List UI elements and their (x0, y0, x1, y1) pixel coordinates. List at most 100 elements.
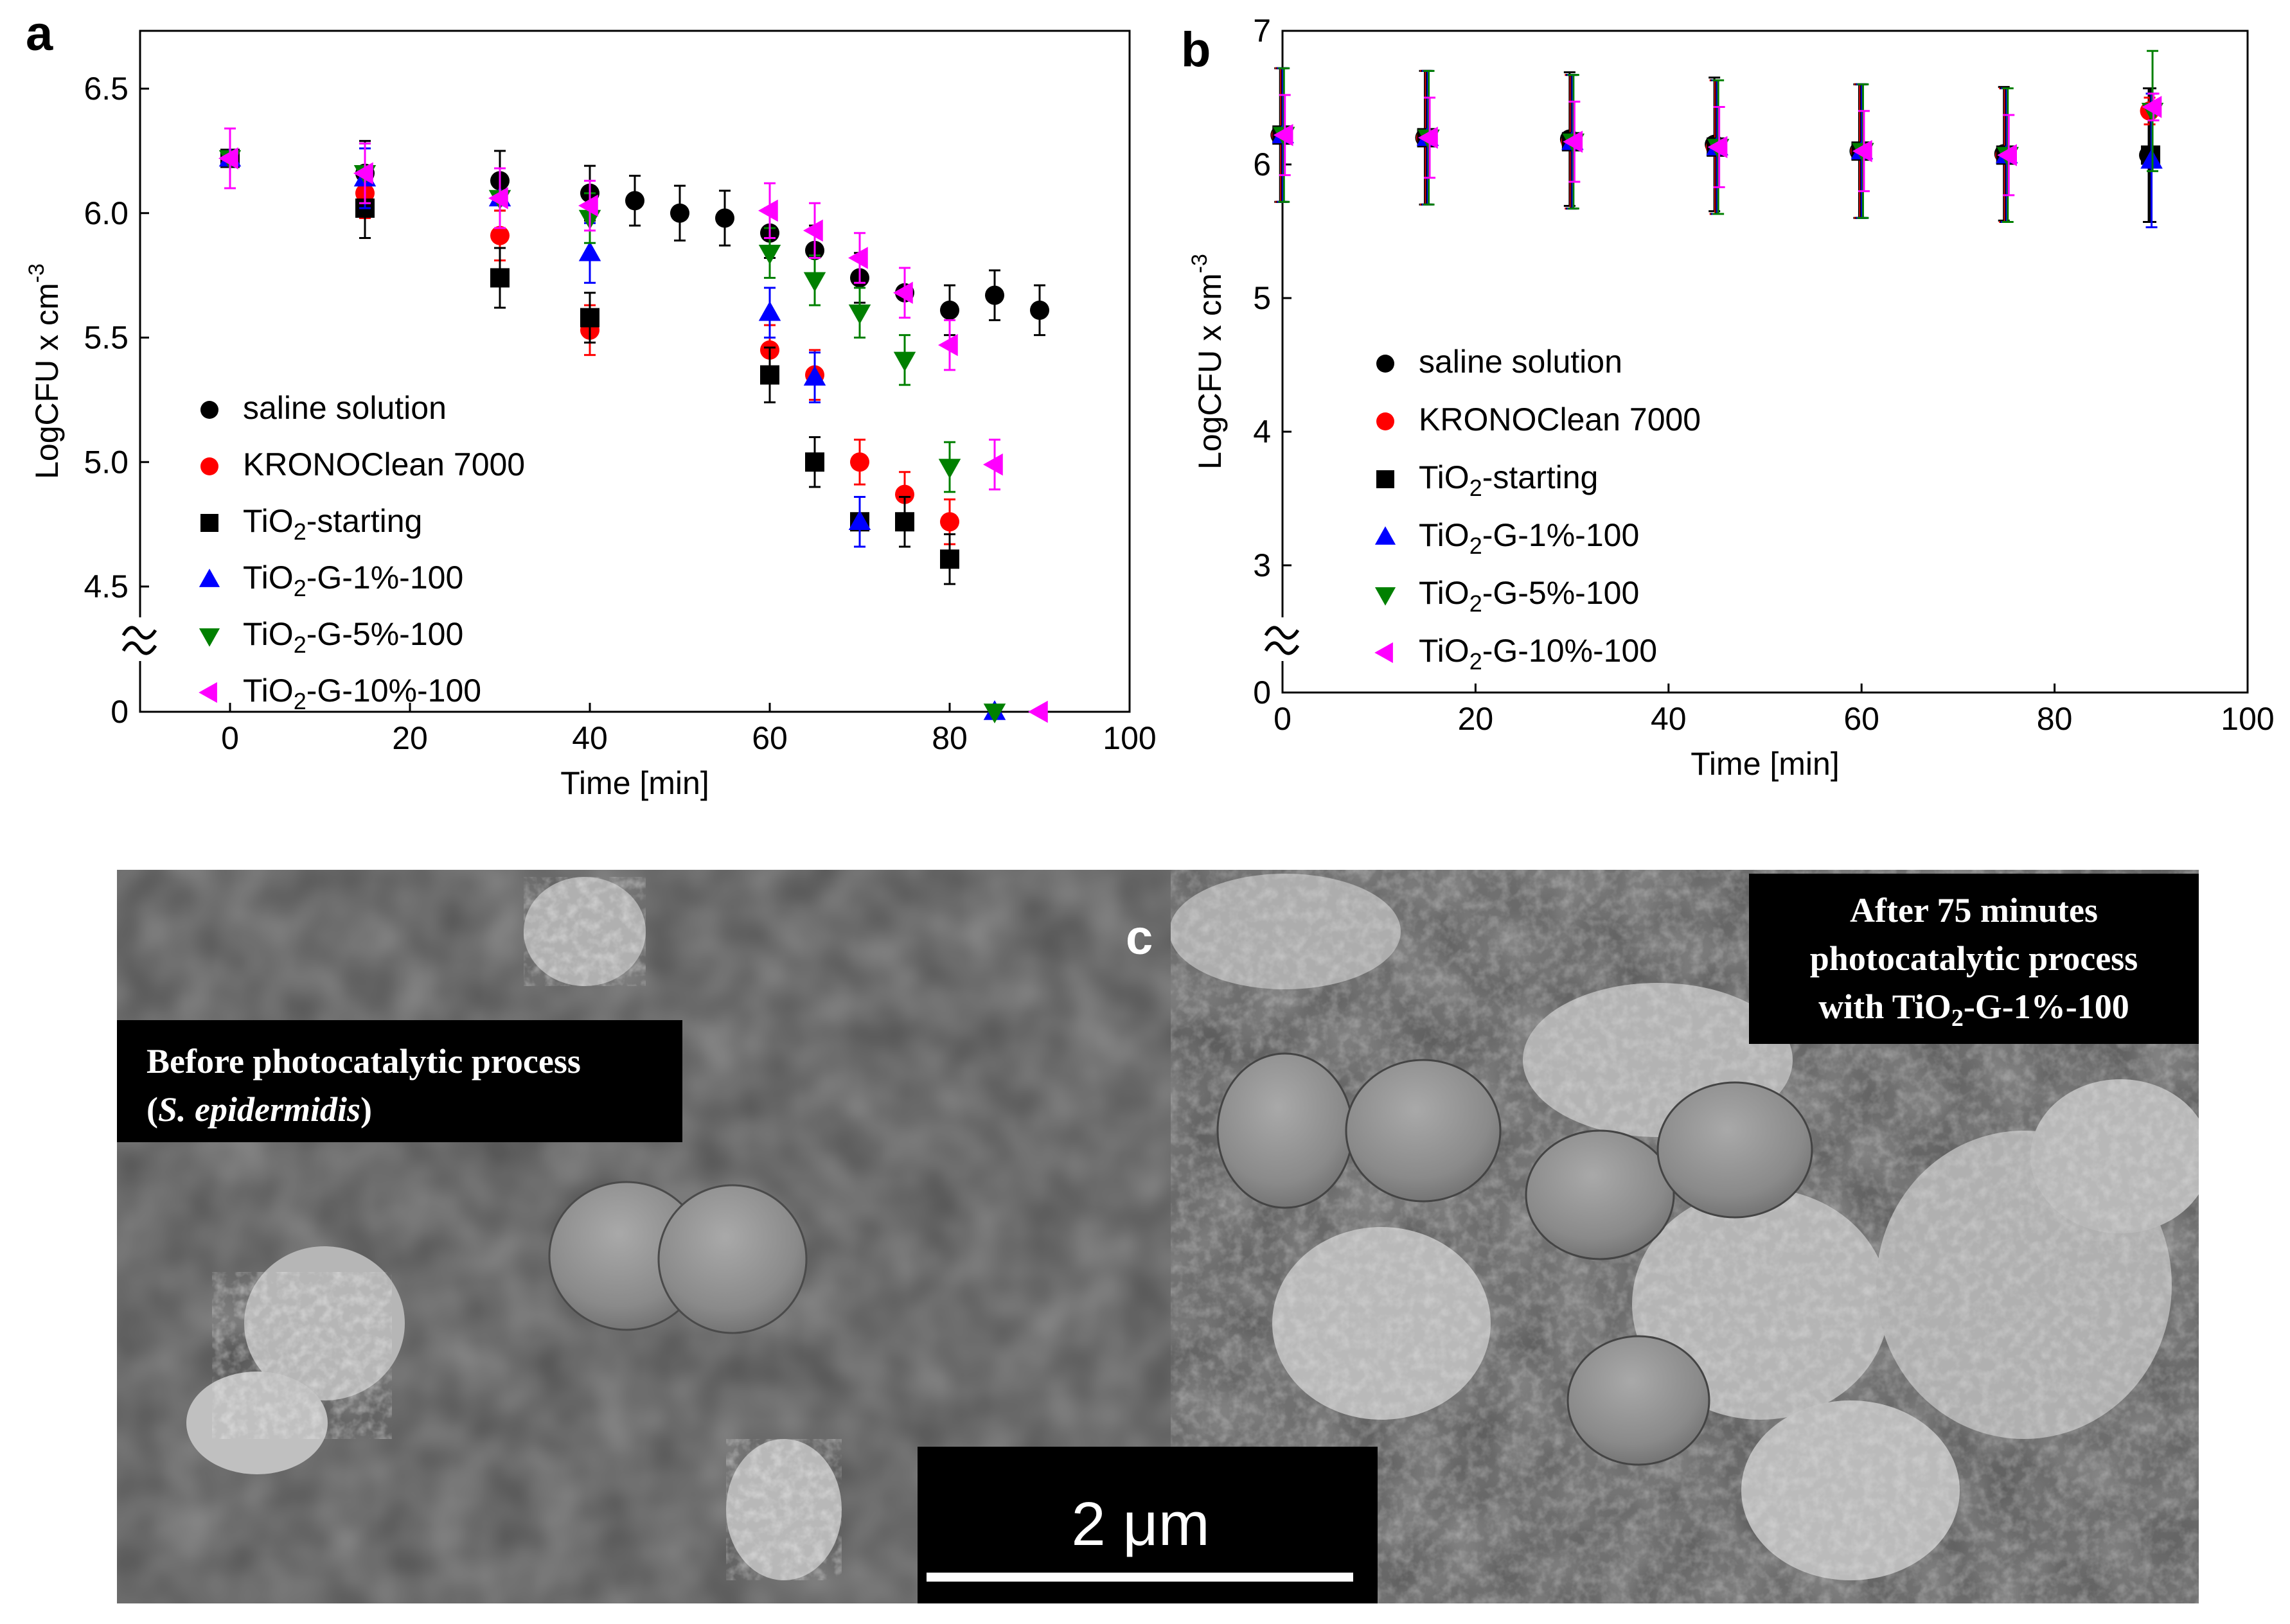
legend-label: TiO2-G-1%-100 (243, 560, 463, 601)
data-point (1997, 144, 2017, 166)
caption-after: After 75 minutes photocatalytic process … (1749, 874, 2199, 1044)
y-tick-label: 5.5 (84, 320, 129, 356)
series-tio2-g-10-100 (218, 127, 1048, 723)
data-point (488, 187, 508, 209)
x-axis-title: Time [min] (1691, 746, 1840, 782)
y-axis-title: LogCFU x cm-3 (1187, 254, 1228, 470)
x-tick-label: 40 (572, 720, 608, 756)
data-point (940, 512, 959, 532)
data-point (758, 245, 781, 265)
plot-frame (139, 30, 1131, 713)
sem-image-before (117, 870, 1171, 1603)
legend-marker (200, 457, 218, 475)
x-tick-label: 100 (2221, 701, 2274, 737)
legend-marker (200, 514, 218, 532)
data-point (940, 300, 959, 320)
y-tick-label: 6.0 (84, 195, 129, 231)
data-point (848, 510, 871, 530)
x-tick-label: 60 (752, 720, 788, 756)
y-axis-break-icon (121, 617, 157, 661)
x-tick-label: 0 (1274, 701, 1291, 737)
y-tick-label: 6 (1253, 146, 1271, 182)
data-point (848, 304, 871, 324)
x-tick-label: 0 (221, 720, 239, 756)
legend-label: saline solution (243, 390, 447, 426)
data-point (803, 219, 823, 242)
panel-letter-c: c (1126, 910, 1153, 965)
sem-panel-c: Before photocatalytic process (S. epider… (117, 870, 2199, 1603)
y-axis-title: LogCFU x cm-3 (24, 263, 65, 479)
y-tick-label: 0 (1253, 675, 1271, 710)
data-point (490, 225, 510, 245)
data-point (670, 203, 689, 223)
data-point (578, 194, 598, 217)
x-tick-label: 40 (1651, 701, 1687, 737)
legend-marker (199, 569, 220, 587)
data-point (1030, 300, 1049, 320)
caption-before-line2: (S. epidermidis) (146, 1090, 372, 1129)
y-tick-label: 0 (111, 694, 129, 730)
legend-marker (199, 682, 217, 703)
data-point (850, 452, 869, 472)
data-point (1418, 127, 1438, 149)
legend-marker (1374, 642, 1393, 664)
legend-label: TiO2-G-5%-100 (1419, 575, 1639, 617)
x-axis-title: Time [min] (560, 765, 709, 801)
axis-break-stroke (1264, 641, 1300, 655)
x-tick-label: 60 (1843, 701, 1879, 737)
y-tick-label: 4 (1253, 414, 1271, 450)
y-tick-label: 6.5 (84, 71, 129, 107)
legend-marker (1374, 526, 1396, 545)
data-point (758, 199, 778, 222)
data-point (893, 351, 916, 372)
legend-label: TiO2-G-10%-100 (1419, 633, 1657, 675)
series-saline-solution (220, 127, 1049, 337)
data-point (940, 549, 959, 569)
caption-before-line1: Before photocatalytic process (146, 1042, 581, 1081)
y-tick-label: 3 (1253, 547, 1271, 583)
caption-after-line3: with TiO2-G-1%-100 (1818, 987, 2129, 1032)
particle-aggregate (524, 877, 646, 986)
data-point (578, 241, 601, 261)
legend-label: TiO2-G-5%-100 (243, 616, 463, 658)
plot-frame (1281, 30, 2249, 694)
data-point (758, 301, 781, 321)
data-point (803, 272, 826, 292)
legend-label: KRONOClean 7000 (243, 446, 525, 482)
x-tick-label: 80 (932, 720, 968, 756)
chart-panel-a: a 0 20 40 60 80 100 0 4.5 5.0 5.5 6.0 6.5 Time [min] L… (24, 6, 1157, 801)
particle-aggregate (186, 1246, 405, 1474)
chart-panel-b: b 0 20 40 60 80 100 0 3 4 5 6 7 Time [min] LogCFU x cm… (1181, 13, 2275, 782)
legend-marker (1376, 470, 1394, 488)
data-point (1852, 139, 1872, 163)
data-point (848, 247, 868, 269)
x-tick-label: 100 (1103, 720, 1156, 756)
x-tick-label: 20 (1458, 701, 1494, 737)
data-point (715, 208, 734, 228)
series-tio2-g-10-100 (1273, 93, 2162, 197)
legend: saline solution KRONOClean 7000 TiO2-start… (1374, 344, 1701, 675)
panel-letter-a: a (26, 6, 53, 61)
legend-marker (1376, 355, 1394, 373)
particle-aggregate (726, 1439, 842, 1580)
scale-bar: 2 μm (918, 1447, 1378, 1603)
y-tick-label: 4.5 (84, 569, 129, 605)
scale-bar-line (927, 1573, 1353, 1582)
data-point (353, 162, 373, 184)
data-point (895, 484, 914, 504)
data-point (1563, 130, 1583, 153)
data-point (580, 308, 599, 328)
axis-break-stroke (121, 641, 157, 655)
caption-before: Before photocatalytic process (S. epider… (117, 1020, 682, 1142)
x-tick-label: 80 (2037, 701, 2073, 737)
data-point (1273, 123, 1293, 146)
y-axis-break-icon (1263, 617, 1300, 661)
y-tick-label: 5 (1253, 280, 1271, 316)
data-point (625, 191, 644, 211)
data-point (760, 365, 779, 385)
data-point (490, 268, 510, 288)
legend-label: TiO2-starting (243, 503, 422, 545)
data-point (803, 366, 826, 386)
data-point (983, 453, 1003, 476)
